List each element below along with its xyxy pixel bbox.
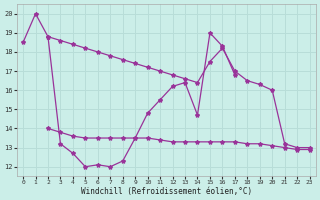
X-axis label: Windchill (Refroidissement éolien,°C): Windchill (Refroidissement éolien,°C): [81, 187, 252, 196]
